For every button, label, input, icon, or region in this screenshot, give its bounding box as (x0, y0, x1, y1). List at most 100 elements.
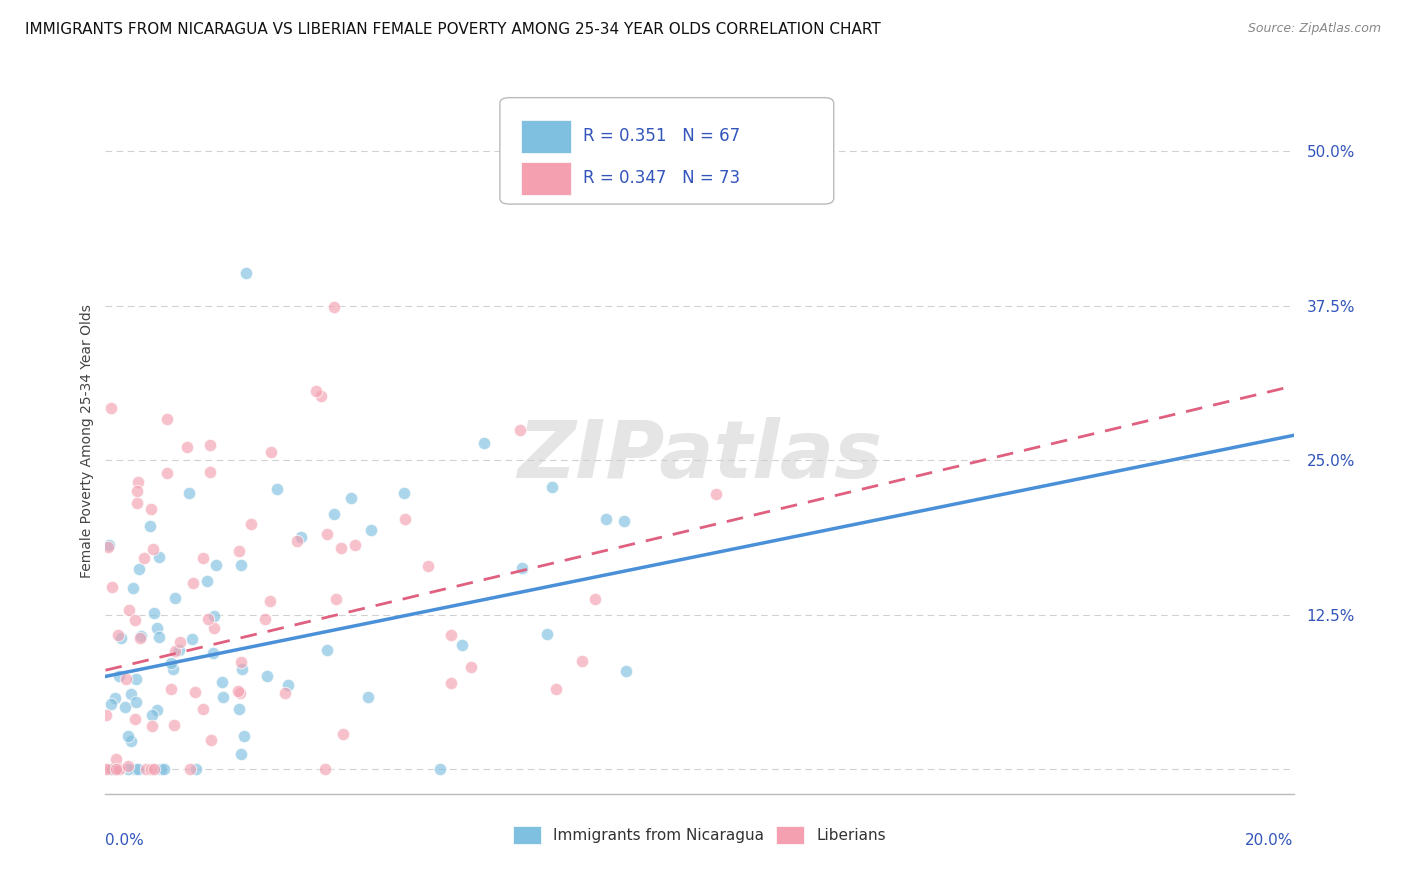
Point (100, 581, 122, 595)
Point (148, 630, 170, 644)
Point (127, 762, 149, 776)
Point (392, 486, 415, 500)
Point (259, 594, 281, 608)
Point (228, 686, 250, 700)
Point (256, 669, 278, 683)
Point (120, 687, 142, 701)
Point (114, 700, 136, 714)
Point (132, 551, 155, 566)
Text: 20.0%: 20.0% (1246, 832, 1294, 847)
Point (394, 512, 416, 526)
Point (179, 762, 201, 776)
Point (180, 632, 202, 647)
Point (316, 643, 339, 657)
Point (226, 683, 249, 698)
Point (325, 591, 347, 606)
Point (105, 762, 128, 776)
Text: R = 0.351   N = 67: R = 0.351 N = 67 (583, 128, 740, 145)
Point (195, 574, 218, 588)
Point (314, 762, 336, 776)
Point (129, 629, 152, 643)
Point (160, 682, 183, 697)
Point (274, 686, 297, 700)
Point (418, 559, 440, 574)
Point (287, 533, 309, 548)
Point (332, 726, 354, 740)
Point (204, 608, 226, 623)
Point (117, 762, 139, 776)
Point (108, 669, 131, 683)
Point (120, 733, 142, 747)
Point (211, 674, 233, 689)
Point (141, 708, 163, 723)
Point (148, 550, 170, 565)
Point (139, 518, 162, 533)
Point (509, 423, 531, 437)
Point (305, 384, 328, 398)
Point (309, 389, 332, 403)
Point (114, 673, 136, 687)
Point (183, 684, 205, 698)
Point (100, 401, 122, 415)
Point (143, 762, 166, 776)
FancyBboxPatch shape (522, 162, 571, 194)
Point (124, 672, 146, 686)
Legend: Immigrants from Nicaragua, Liberians: Immigrants from Nicaragua, Liberians (508, 820, 891, 850)
Text: 0.0%: 0.0% (105, 832, 145, 847)
Point (153, 762, 176, 776)
Point (176, 440, 198, 454)
Point (163, 643, 186, 657)
Point (229, 747, 252, 761)
Point (104, 691, 127, 706)
Point (235, 266, 257, 280)
Point (107, 762, 129, 776)
Point (124, 762, 146, 776)
Point (197, 612, 219, 626)
Point (277, 678, 299, 692)
Point (541, 480, 564, 494)
Point (145, 622, 167, 636)
Text: ZIPatlas: ZIPatlas (517, 417, 882, 495)
Point (451, 638, 474, 652)
Point (96, 762, 118, 776)
Point (429, 762, 451, 776)
Point (360, 523, 382, 537)
Point (212, 690, 235, 704)
Point (356, 690, 378, 704)
Point (139, 501, 162, 516)
Point (204, 621, 226, 635)
Point (142, 541, 165, 556)
Point (117, 729, 139, 743)
Point (571, 654, 593, 668)
Point (266, 482, 288, 496)
FancyBboxPatch shape (501, 97, 834, 204)
Point (128, 562, 150, 576)
Point (141, 719, 163, 733)
Point (613, 514, 636, 528)
Text: IMMIGRANTS FROM NICARAGUA VS LIBERIAN FEMALE POVERTY AMONG 25-34 YEAR OLDS CORRE: IMMIGRANTS FROM NICARAGUA VS LIBERIAN FE… (25, 22, 882, 37)
Point (205, 558, 228, 573)
Point (472, 436, 495, 450)
Point (260, 445, 283, 459)
Point (129, 631, 152, 645)
Point (233, 729, 256, 743)
Point (536, 627, 558, 641)
Point (231, 661, 253, 675)
Point (124, 712, 146, 726)
Point (122, 581, 145, 595)
Point (583, 592, 606, 607)
Point (124, 613, 146, 627)
Point (135, 762, 157, 776)
Point (96, 708, 118, 723)
Point (165, 591, 187, 605)
Point (156, 466, 179, 480)
Point (704, 487, 727, 501)
Point (127, 475, 149, 489)
Point (101, 762, 124, 776)
Point (107, 628, 129, 642)
Point (105, 751, 128, 765)
Point (322, 301, 344, 315)
Point (117, 759, 139, 773)
Point (460, 659, 482, 673)
Point (198, 437, 221, 451)
